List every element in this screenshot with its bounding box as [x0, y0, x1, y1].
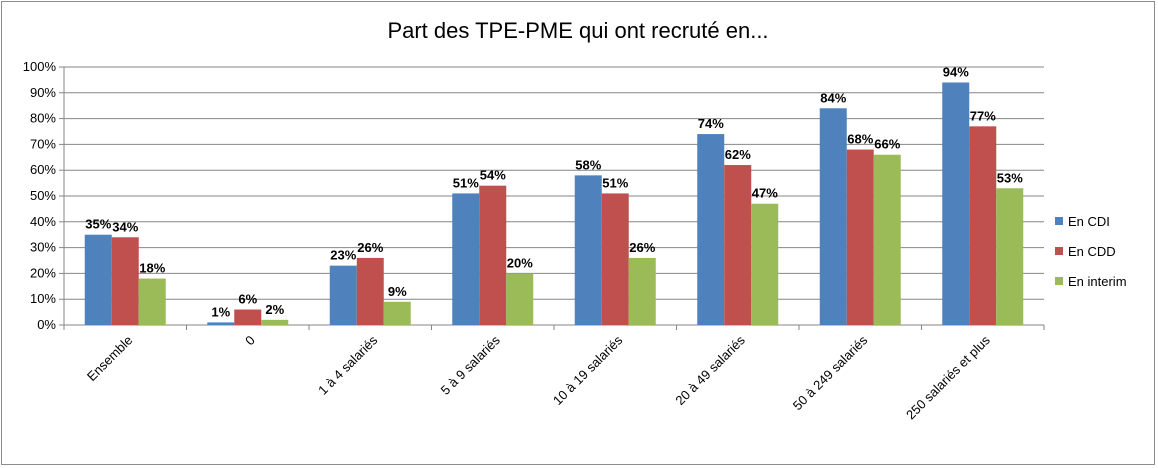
bar [628, 257, 656, 325]
chart-title: Part des TPE-PME qui ont recruté en... [387, 18, 768, 43]
data-label: 9% [388, 284, 407, 299]
y-tick-label: 80% [30, 111, 56, 126]
data-label: 66% [874, 137, 900, 152]
data-label: 1% [211, 304, 230, 319]
bar [261, 319, 289, 325]
category-label: Ensemble [84, 333, 135, 384]
category-label: 250 salariés et plus [903, 332, 993, 422]
category-label: 20 à 49 salariés [672, 332, 748, 408]
y-tick-label: 20% [30, 265, 56, 280]
data-label: 84% [820, 90, 846, 105]
bar [207, 322, 235, 325]
y-tick-label: 0% [37, 317, 56, 332]
data-label: 34% [112, 219, 138, 234]
bar [996, 188, 1024, 325]
category-label: 1 à 4 salariés [315, 332, 381, 398]
bar [873, 154, 901, 325]
data-label: 26% [357, 240, 383, 255]
bar [111, 237, 139, 325]
bar [601, 193, 629, 325]
bars [84, 82, 1024, 325]
data-label: 2% [265, 302, 284, 317]
bar [138, 278, 166, 325]
category-label: 10 à 19 salariés [550, 332, 626, 408]
data-label: 62% [725, 147, 751, 162]
data-label: 51% [602, 175, 628, 190]
data-label: 23% [330, 248, 356, 263]
y-tick-label: 60% [30, 162, 56, 177]
y-tick-label: 100% [23, 59, 57, 74]
data-label: 47% [752, 186, 778, 201]
data-label: 94% [943, 64, 969, 79]
bar [356, 257, 384, 325]
data-label: 58% [575, 157, 601, 172]
category-labels: Ensemble 0 1 à 4 salariés 5 à 9 salariés 10 … [84, 332, 993, 422]
bar [819, 108, 847, 325]
legend-swatch [1055, 217, 1063, 225]
y-tick-label: 40% [30, 214, 56, 229]
bar [969, 126, 997, 325]
y-tick-label: 30% [30, 240, 56, 255]
data-label: 35% [85, 217, 111, 232]
bar [234, 309, 262, 325]
bar [452, 193, 480, 325]
data-label: 6% [238, 292, 257, 307]
bar [751, 203, 779, 325]
data-label: 68% [847, 132, 873, 147]
y-tick-label: 10% [30, 291, 56, 306]
category-label: 50 à 249 salariés [790, 332, 871, 413]
data-label: 74% [698, 116, 724, 131]
legend: En CDI En CDD En interim [1055, 214, 1127, 289]
legend-label: En CDI [1068, 214, 1110, 229]
data-label: 20% [507, 255, 533, 270]
bar [942, 82, 970, 325]
legend-label: En CDD [1068, 244, 1116, 259]
data-labels: 35% 34%18%1%6%2%23%26%9%51%54%20%58%51%26… [85, 64, 1023, 319]
y-tick-label: 70% [30, 136, 56, 151]
bar [329, 265, 357, 325]
legend-swatch [1055, 247, 1063, 255]
bar [479, 185, 507, 325]
data-label: 18% [139, 261, 165, 276]
data-label: 53% [997, 170, 1023, 185]
category-label: 0 [242, 333, 258, 349]
bar [574, 175, 602, 325]
data-label: 54% [480, 168, 506, 183]
data-label: 51% [453, 175, 479, 190]
legend-label: En interim [1068, 274, 1127, 289]
data-label: 26% [629, 240, 655, 255]
bar [383, 301, 411, 325]
category-label: 5 à 9 salariés [438, 332, 504, 398]
y-tick-label: 50% [30, 188, 56, 203]
legend-swatch [1055, 277, 1063, 285]
bar [724, 165, 752, 325]
bar [506, 273, 534, 325]
bar [846, 149, 874, 325]
data-label: 77% [970, 108, 996, 123]
bar [697, 134, 725, 325]
bar [84, 234, 112, 325]
y-tick-label: 90% [30, 85, 56, 100]
